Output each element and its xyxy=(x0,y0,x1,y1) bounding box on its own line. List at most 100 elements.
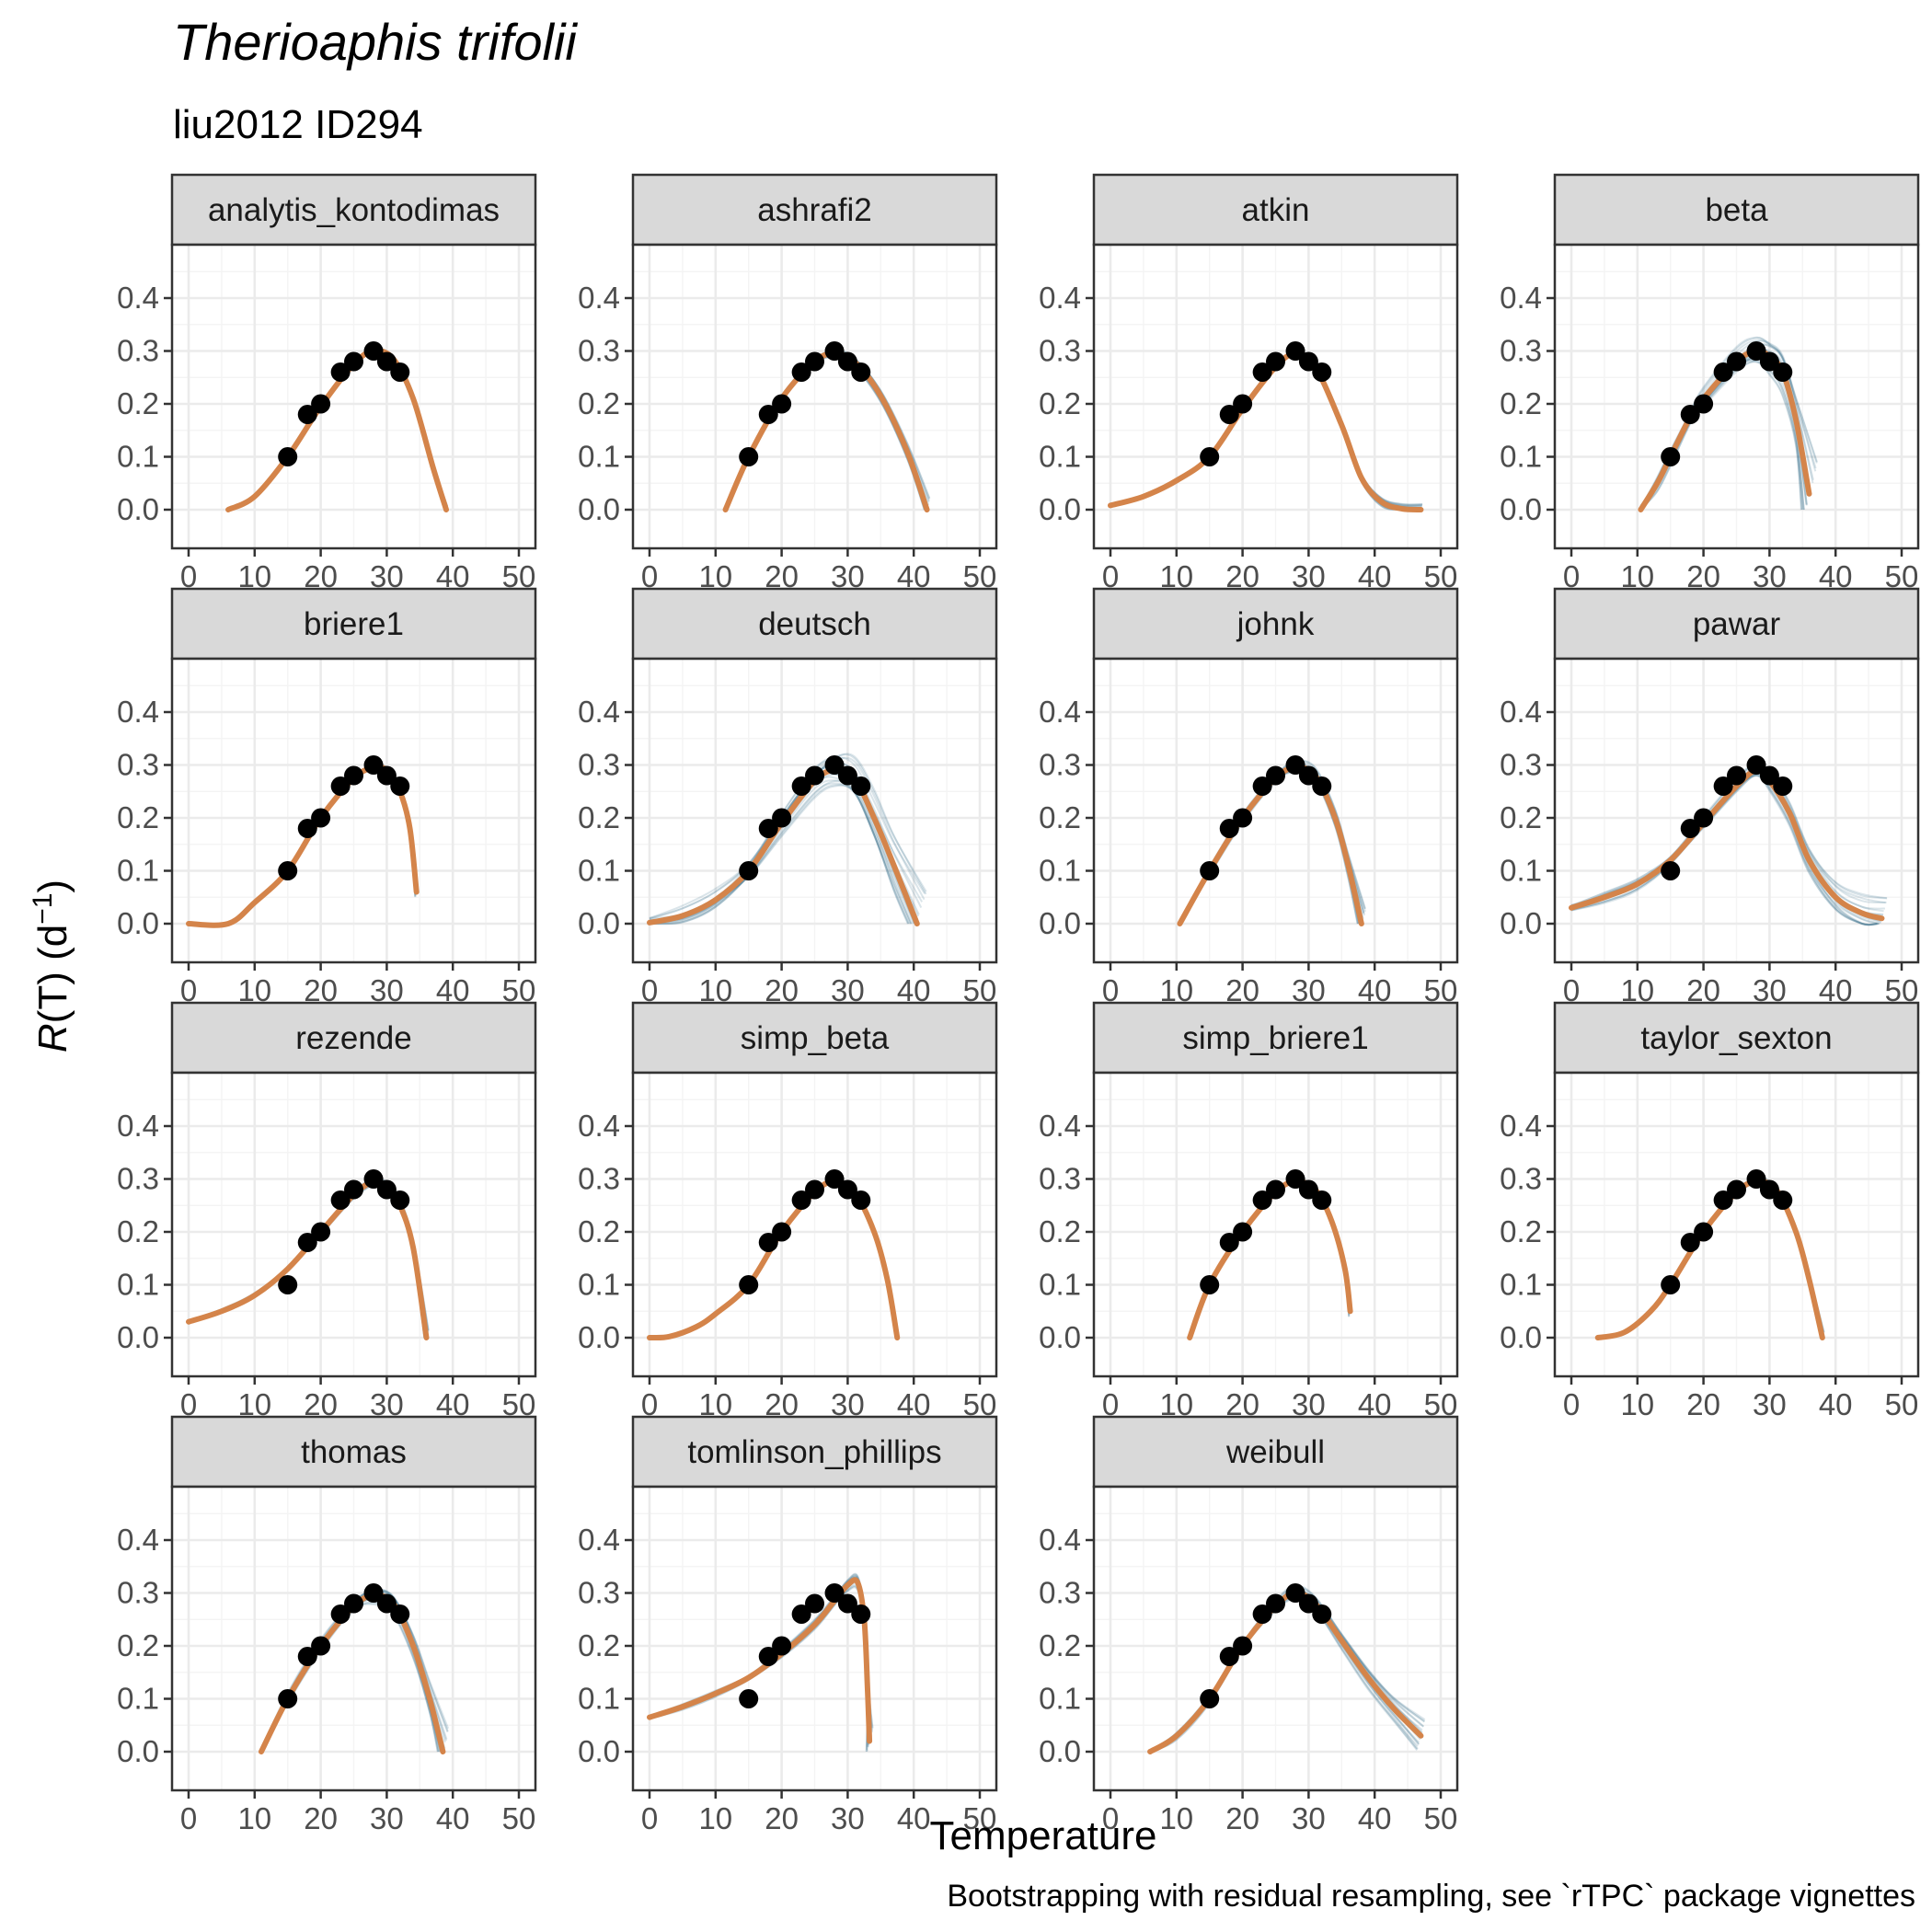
panel-plot-area xyxy=(647,753,927,926)
facet-strip-label: thomas xyxy=(301,1434,407,1470)
data-point xyxy=(344,1593,363,1614)
data-point xyxy=(1759,351,1779,372)
y-tick-label: 0.0 xyxy=(578,906,620,940)
panel-axes: 0 10 20 30 40 500.00.10.20.30.4 xyxy=(578,281,996,593)
data-point xyxy=(837,351,857,372)
y-tick-label: 0.3 xyxy=(1500,748,1542,782)
y-tick-label: 0.4 xyxy=(578,695,620,729)
panel-grid xyxy=(633,245,996,548)
data-point xyxy=(1298,1593,1318,1614)
data-point xyxy=(805,765,824,786)
data-point xyxy=(837,1593,857,1614)
data-point xyxy=(376,765,397,786)
x-tick-label: 0 xyxy=(641,1387,658,1421)
x-axis-title: Temperature xyxy=(929,1813,1156,1858)
y-tick-label: 0.0 xyxy=(1039,906,1081,940)
observed-points xyxy=(739,341,871,466)
data-point xyxy=(824,755,845,775)
facet-strip xyxy=(170,1001,537,1075)
y-tick-label: 0.2 xyxy=(1500,386,1542,420)
y-tick-label: 0.2 xyxy=(1039,386,1081,420)
panel-border xyxy=(1092,1071,1459,1378)
y-tick-label: 0.0 xyxy=(578,492,620,526)
y-tick-label: 0.2 xyxy=(117,1628,159,1662)
data-point xyxy=(390,776,410,796)
data-point xyxy=(363,755,384,775)
data-point xyxy=(1727,351,1746,372)
data-point xyxy=(824,1583,845,1603)
data-point xyxy=(1298,1179,1318,1200)
panel-plot-area xyxy=(1187,1169,1353,1340)
facet-strip-label: ashrafi2 xyxy=(757,192,872,228)
observed-points xyxy=(1661,341,1793,466)
x-tick-label: 20 xyxy=(1225,1801,1259,1835)
observed-points xyxy=(1200,1583,1332,1708)
y-tick-label: 0.4 xyxy=(578,1523,620,1557)
panel-plot-area xyxy=(186,755,420,928)
data-point xyxy=(1680,819,1700,838)
facet-strip-label: atkin xyxy=(1242,192,1310,228)
facet-panel-thomas: thomas 0 10 20 30 40 50 0.0 0.1 0.2 0.3 0.4 xyxy=(117,1415,537,1835)
x-tick-label: 10 xyxy=(1159,1801,1193,1835)
data-point xyxy=(1773,1190,1793,1210)
x-tick-label: 10 xyxy=(237,1801,271,1835)
facet-strip xyxy=(631,1001,998,1075)
data-point xyxy=(1312,1190,1332,1210)
facet-strip-label: simp_briere1 xyxy=(1182,1020,1368,1056)
y-axis-title-close: ) xyxy=(30,880,75,893)
y-axis-title-body: (T) (d xyxy=(30,925,75,1024)
data-point xyxy=(1219,1233,1239,1252)
data-point xyxy=(1713,1190,1733,1210)
panel-axes: 0 10 20 30 40 500.00.10.20.30.4 xyxy=(1500,1109,1918,1421)
data-point xyxy=(772,1636,792,1656)
chart-caption: Bootstrapping with residual resampling, … xyxy=(947,1879,1915,1914)
data-point xyxy=(851,362,871,382)
data-point xyxy=(297,405,317,424)
bootstrap-curve xyxy=(1570,774,1878,926)
y-tick-label: 0.3 xyxy=(1500,1162,1542,1196)
x-tick-label: 40 xyxy=(1819,1387,1853,1421)
facet-panel-tomlinson-phillips: tomlinson_phillips 0 10 20 30 40 50 0.0 0.1 0.2 0.… xyxy=(578,1415,998,1835)
x-tick-label: 40 xyxy=(1358,1801,1392,1835)
y-tick-label: 0.1 xyxy=(117,1682,159,1716)
observed-points xyxy=(278,341,410,466)
panel-plot-area xyxy=(186,1169,430,1340)
data-point xyxy=(1746,1169,1766,1189)
y-tick-label: 0.4 xyxy=(117,1523,159,1557)
facet-strip-label: taylor_sexton xyxy=(1640,1020,1832,1056)
data-point xyxy=(739,861,759,880)
data-point xyxy=(311,808,331,828)
y-tick-label: 0.2 xyxy=(1039,1214,1081,1248)
y-tick-label: 0.3 xyxy=(1039,1576,1081,1610)
observed-points xyxy=(278,755,410,880)
data-point xyxy=(1266,351,1285,372)
x-tick-label: 0 xyxy=(1102,1801,1119,1835)
y-tick-label: 0.3 xyxy=(117,1576,159,1610)
x-tick-label: 0 xyxy=(1102,1387,1119,1421)
data-point xyxy=(278,1275,298,1294)
data-point xyxy=(363,1169,384,1189)
x-tick-label: 0 xyxy=(641,559,658,593)
y-tick-label: 0.0 xyxy=(1500,1320,1542,1354)
panel-border xyxy=(170,1485,537,1792)
data-point xyxy=(1727,1179,1746,1200)
data-point xyxy=(791,1190,811,1210)
facet-strip xyxy=(1092,587,1459,661)
observed-points xyxy=(739,1169,871,1294)
facet-strip-label: analytis_kontodimas xyxy=(208,192,500,228)
panel-border xyxy=(1553,657,1920,964)
x-tick-label: 0 xyxy=(180,1801,197,1835)
facet-strip-label: johnk xyxy=(1236,606,1315,642)
data-point xyxy=(824,341,845,361)
data-point xyxy=(1285,755,1305,775)
y-tick-label: 0.1 xyxy=(1500,440,1542,474)
y-tick-label: 0.0 xyxy=(117,1320,159,1354)
panel-grid xyxy=(172,659,535,962)
y-tick-label: 0.3 xyxy=(117,748,159,782)
facet-strip-label: weibull xyxy=(1225,1434,1325,1470)
x-tick-label: 0 xyxy=(180,973,197,1007)
